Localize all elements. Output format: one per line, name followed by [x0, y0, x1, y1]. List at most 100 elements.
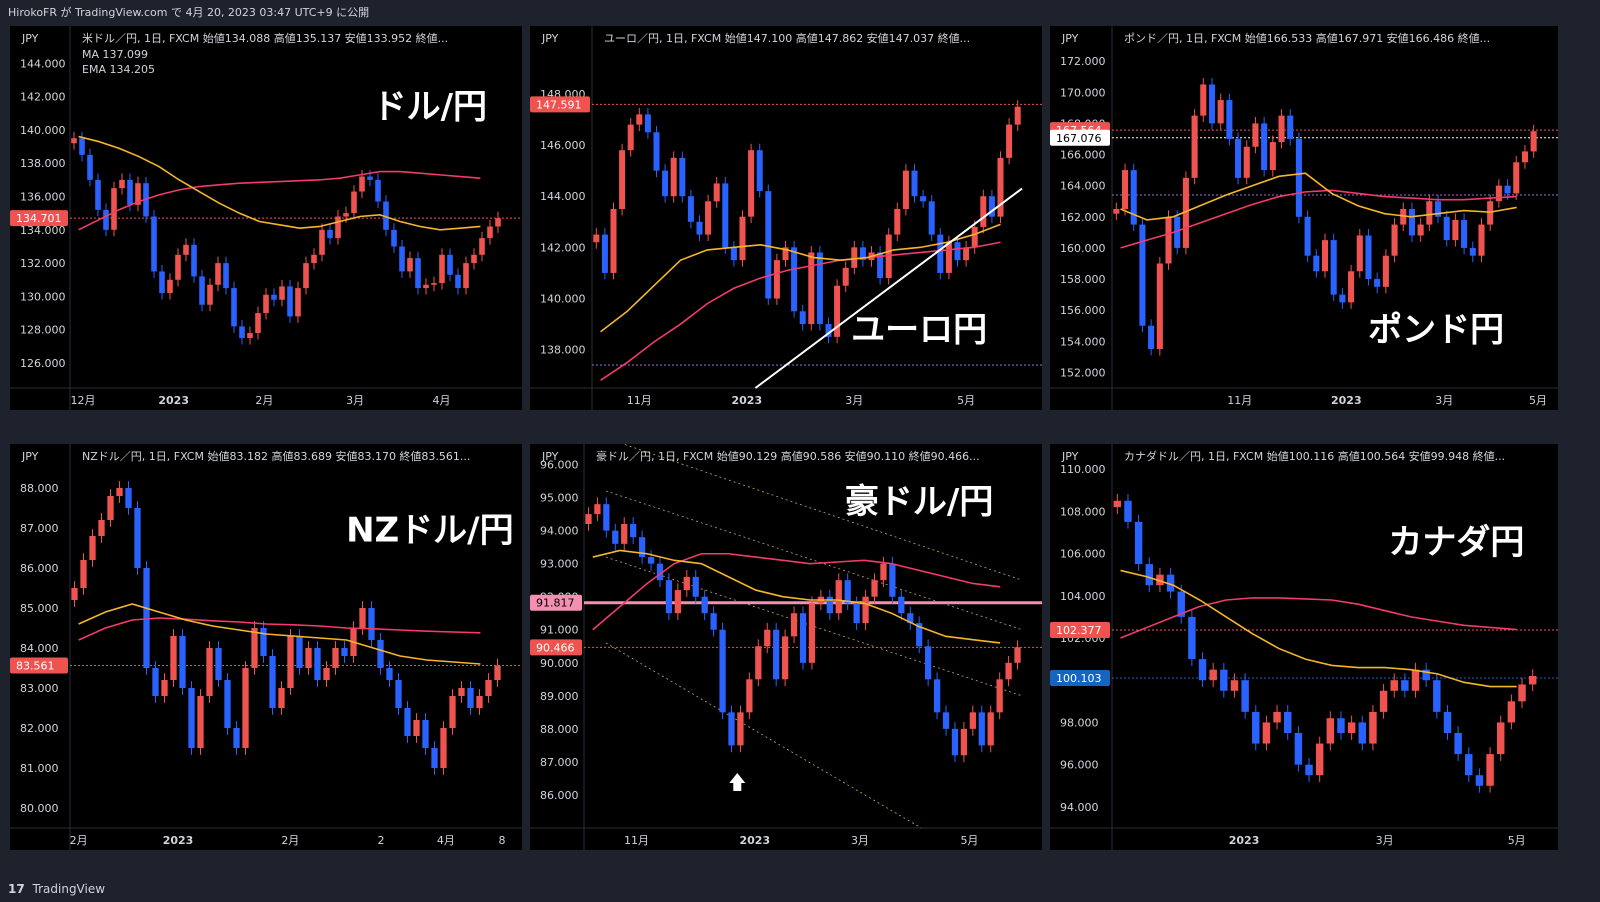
y-tick-label: 90.000	[540, 657, 579, 670]
candle-body	[987, 712, 994, 746]
candle-body	[1217, 100, 1224, 124]
candle-body	[247, 333, 253, 339]
candle-body	[359, 176, 365, 192]
ema-line	[78, 603, 481, 665]
y-tick-label: 94.000	[1060, 801, 1099, 814]
y-tick-label: 96.000	[1060, 759, 1099, 772]
candle-body	[479, 238, 485, 255]
candle-body	[335, 216, 341, 239]
symbol-legend[interactable]: NZドル／円, 1日, FXCM 始値83.182 高値83.689 安値83.…	[82, 449, 470, 463]
candle-body	[907, 613, 914, 624]
candle-body	[665, 580, 673, 614]
candle-body	[834, 285, 841, 337]
symbol-legend[interactable]: 米ドル／円, 1日, FXCM 始値134.088 高値135.137 安値13…	[82, 31, 448, 45]
ema-line	[78, 135, 481, 231]
price-level-pill	[530, 96, 590, 113]
candle-body	[683, 576, 690, 591]
ma-line	[1120, 189, 1517, 249]
candle-body	[440, 728, 447, 768]
ema-line	[600, 223, 1001, 333]
chart-panel[interactable]: JPY 152.000 154.000 156.000 158.000 160.000 16…	[1050, 26, 1558, 410]
candle-body	[713, 183, 720, 202]
candle-body	[463, 263, 469, 289]
candle-body	[911, 170, 918, 197]
candle-body	[1188, 616, 1196, 660]
y-tick-label: 96.000	[540, 459, 579, 472]
chart-svg: JPY94.00096.00098.000100.000102.000104.0…	[1050, 444, 1558, 850]
candle-body	[167, 279, 173, 294]
y-tick-label: 172.000	[1060, 55, 1106, 68]
currency-label: JPY	[1061, 32, 1079, 45]
candle-body	[1295, 138, 1302, 217]
candle-body	[656, 563, 664, 581]
x-tick-label: 2	[378, 834, 385, 847]
candle-body	[612, 530, 619, 544]
candle-body	[287, 286, 293, 317]
candle-body	[332, 648, 339, 668]
symbol-legend[interactable]: 豪ドル／円, 1日, FXCM 始値90.129 高値90.586 安値90.1…	[596, 449, 980, 463]
candle-body	[223, 263, 229, 289]
candle-body	[705, 201, 712, 235]
candle-body	[386, 668, 393, 680]
x-tick-label: 11月	[1227, 394, 1252, 407]
candle-body	[269, 656, 276, 708]
chart-panel[interactable]: JPY94.00096.00098.000100.000102.000104.0…	[1050, 444, 1558, 850]
candle-body	[1521, 151, 1529, 163]
symbol-legend[interactable]: ポンド／円, 1日, FXCM 始値166.533 高値167.971 安値16…	[1124, 31, 1490, 45]
chart-panel[interactable]: JPY 86.000 87.000 88.000 89.000 90.000 91.000 9…	[530, 444, 1042, 850]
candle-body	[215, 263, 221, 285]
candle-body	[696, 221, 703, 235]
candle-body	[988, 196, 995, 217]
y-tick-label: 144.000	[540, 190, 586, 203]
y-tick-label: 134.000	[20, 224, 66, 237]
candle-body	[764, 629, 771, 647]
x-tick-label: 2023	[163, 834, 194, 847]
x-tick-label: 2月	[281, 834, 299, 847]
y-tick-label: 91.000	[540, 624, 579, 637]
candle-body	[916, 623, 923, 647]
candle-body	[945, 242, 952, 273]
candle-body	[739, 216, 746, 261]
x-tick-label: 2月	[255, 394, 273, 407]
candle-body	[997, 157, 1004, 217]
ma-line	[592, 552, 1001, 631]
brand-name[interactable]: TradingView	[32, 882, 106, 896]
candle-body	[319, 229, 325, 255]
candle-body	[439, 254, 445, 284]
candle-body	[1166, 574, 1175, 592]
price-level-pill	[1050, 622, 1110, 639]
candle-body	[233, 728, 240, 748]
symbol-legend[interactable]: ユーロ／円, 1日, FXCM 始値147.100 高値147.862 安値14…	[604, 31, 970, 45]
chart-title: カナダ円	[1388, 523, 1524, 563]
x-tick-label: 2023	[731, 394, 762, 407]
chart-panel[interactable]: JPY 126.000 128.000 130.000 132.000 134.000 13…	[10, 26, 522, 410]
candle-body	[1379, 690, 1388, 712]
candle-body	[765, 191, 772, 299]
y-tick-label: 94.000	[540, 525, 579, 538]
chart-panel[interactable]: JPY 138.000 140.000 142.000 144.000 146.000 14…	[530, 26, 1042, 410]
y-tick-label: 144.000	[20, 57, 66, 70]
candle-body	[1365, 235, 1372, 280]
chart-title: ドル/円	[373, 87, 487, 127]
candle-body	[692, 576, 699, 597]
candle-body	[359, 608, 366, 628]
candle-body	[1252, 123, 1259, 147]
candle-body	[1356, 235, 1363, 272]
candle-body	[1226, 100, 1233, 139]
y-tick-label: 93.000	[540, 558, 579, 571]
y-tick-label: 86.000	[540, 789, 579, 802]
y-tick-label: 87.000	[20, 522, 59, 535]
trend-line[interactable]	[754, 187, 1023, 389]
tradingview-logo-icon[interactable]: 17	[8, 882, 25, 896]
candle-body	[1182, 177, 1189, 248]
y-tick-label: 84.000	[20, 642, 59, 655]
currency-label: JPY	[21, 450, 39, 463]
candle-body	[1156, 574, 1164, 586]
symbol-legend[interactable]: カナダドル／円, 1日, FXCM 始値100.116 高値100.564 安値…	[1124, 449, 1505, 463]
candle-body	[1145, 564, 1154, 586]
chart-panel[interactable]: JPY 80.000 81.000 82.000 83.000 84.000 85.000 8…	[10, 444, 522, 850]
ma-line	[78, 617, 481, 641]
candle-body	[593, 234, 600, 243]
candle-body	[1252, 711, 1260, 744]
price-level-label: 147.591	[536, 98, 582, 111]
